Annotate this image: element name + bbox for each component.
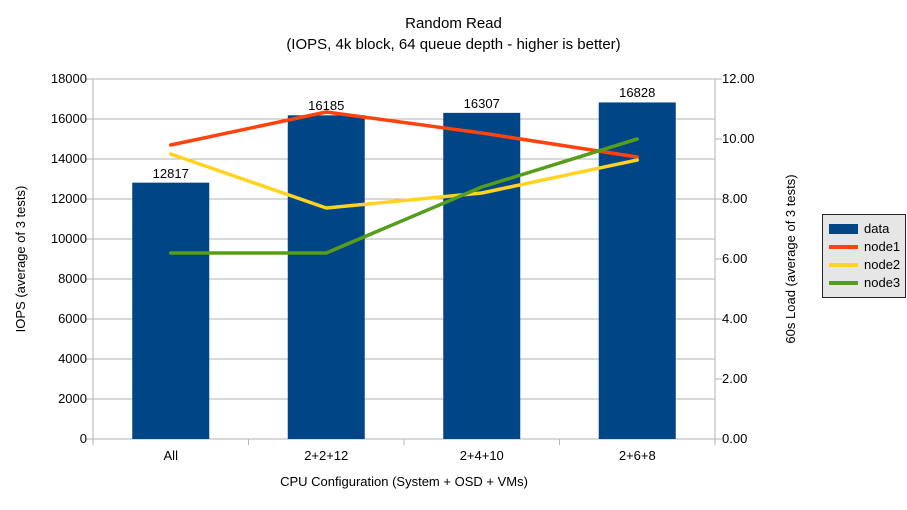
legend: data node1 node2 node3	[822, 214, 906, 298]
right-axis-tick-label: 10.00	[722, 131, 755, 146]
legend-label: data	[864, 221, 890, 236]
bar-value-label: 16828	[619, 85, 656, 101]
bar-2+4+10	[443, 112, 521, 440]
bar-value-label: 12817	[152, 165, 189, 181]
left-axis-tick-label: 8000	[58, 271, 87, 286]
legend-swatch-data	[829, 224, 858, 234]
legend-swatch-node1	[829, 245, 858, 249]
left-axis-tick-label: 4000	[58, 351, 87, 366]
left-axis-tick-label: 16000	[50, 111, 87, 126]
right-axis-tick-label: 0.00	[722, 431, 748, 446]
legend-label: node2	[864, 257, 901, 272]
x-axis-category-label: 2+4+10	[459, 448, 504, 463]
left-axis-tick-label: 6000	[58, 311, 87, 326]
legend-swatch-node2	[829, 263, 858, 267]
left-axis-tick-label: 14000	[50, 151, 87, 166]
left-axis-tick-label: 0	[79, 431, 87, 446]
legend-item-data: data	[829, 222, 905, 236]
legend-label: node1	[864, 239, 901, 254]
plot-area	[86, 78, 722, 445]
x-axis-title: CPU Configuration (System + OSD + VMs)	[280, 474, 528, 489]
left-axis-tick-label: 12000	[50, 191, 87, 206]
x-axis-category-label: 2+6+8	[618, 448, 656, 463]
x-axis-category-label: All	[163, 448, 178, 463]
legend-label: node3	[864, 275, 901, 290]
right-axis-tick-label: 12.00	[722, 71, 755, 86]
right-axis-tick-label: 4.00	[722, 311, 748, 326]
legend-item-node2: node2	[829, 258, 905, 272]
bar-value-label: 16307	[463, 95, 500, 111]
left-axis-tick-label: 2000	[58, 391, 87, 406]
left-axis-title: IOPS (average of 3 tests)	[13, 185, 28, 333]
chart-title: Random Read	[405, 15, 502, 32]
legend-item-node1: node1	[829, 240, 905, 254]
legend-item-node3: node3	[829, 276, 905, 290]
right-axis-title: 60s Load (average of 3 tests)	[783, 174, 798, 344]
x-axis-category-label: 2+2+12	[304, 448, 349, 463]
right-axis-tick-label: 8.00	[722, 191, 748, 206]
chart-subtitle: (IOPS, 4k block, 64 queue depth - higher…	[286, 36, 621, 53]
left-axis-tick-label: 18000	[50, 71, 87, 86]
series-line-node3	[169, 137, 639, 255]
series-line-node2	[169, 152, 639, 210]
right-axis-tick-label: 6.00	[722, 251, 748, 266]
right-axis-tick-label: 2.00	[722, 371, 748, 386]
bar-value-label: 16185	[308, 98, 345, 114]
bar-2+2+12	[287, 115, 365, 440]
series-line-node1	[169, 110, 639, 159]
left-axis-tick-label: 10000	[50, 231, 87, 246]
bar-All	[132, 182, 210, 439]
legend-swatch-node3	[829, 281, 858, 285]
